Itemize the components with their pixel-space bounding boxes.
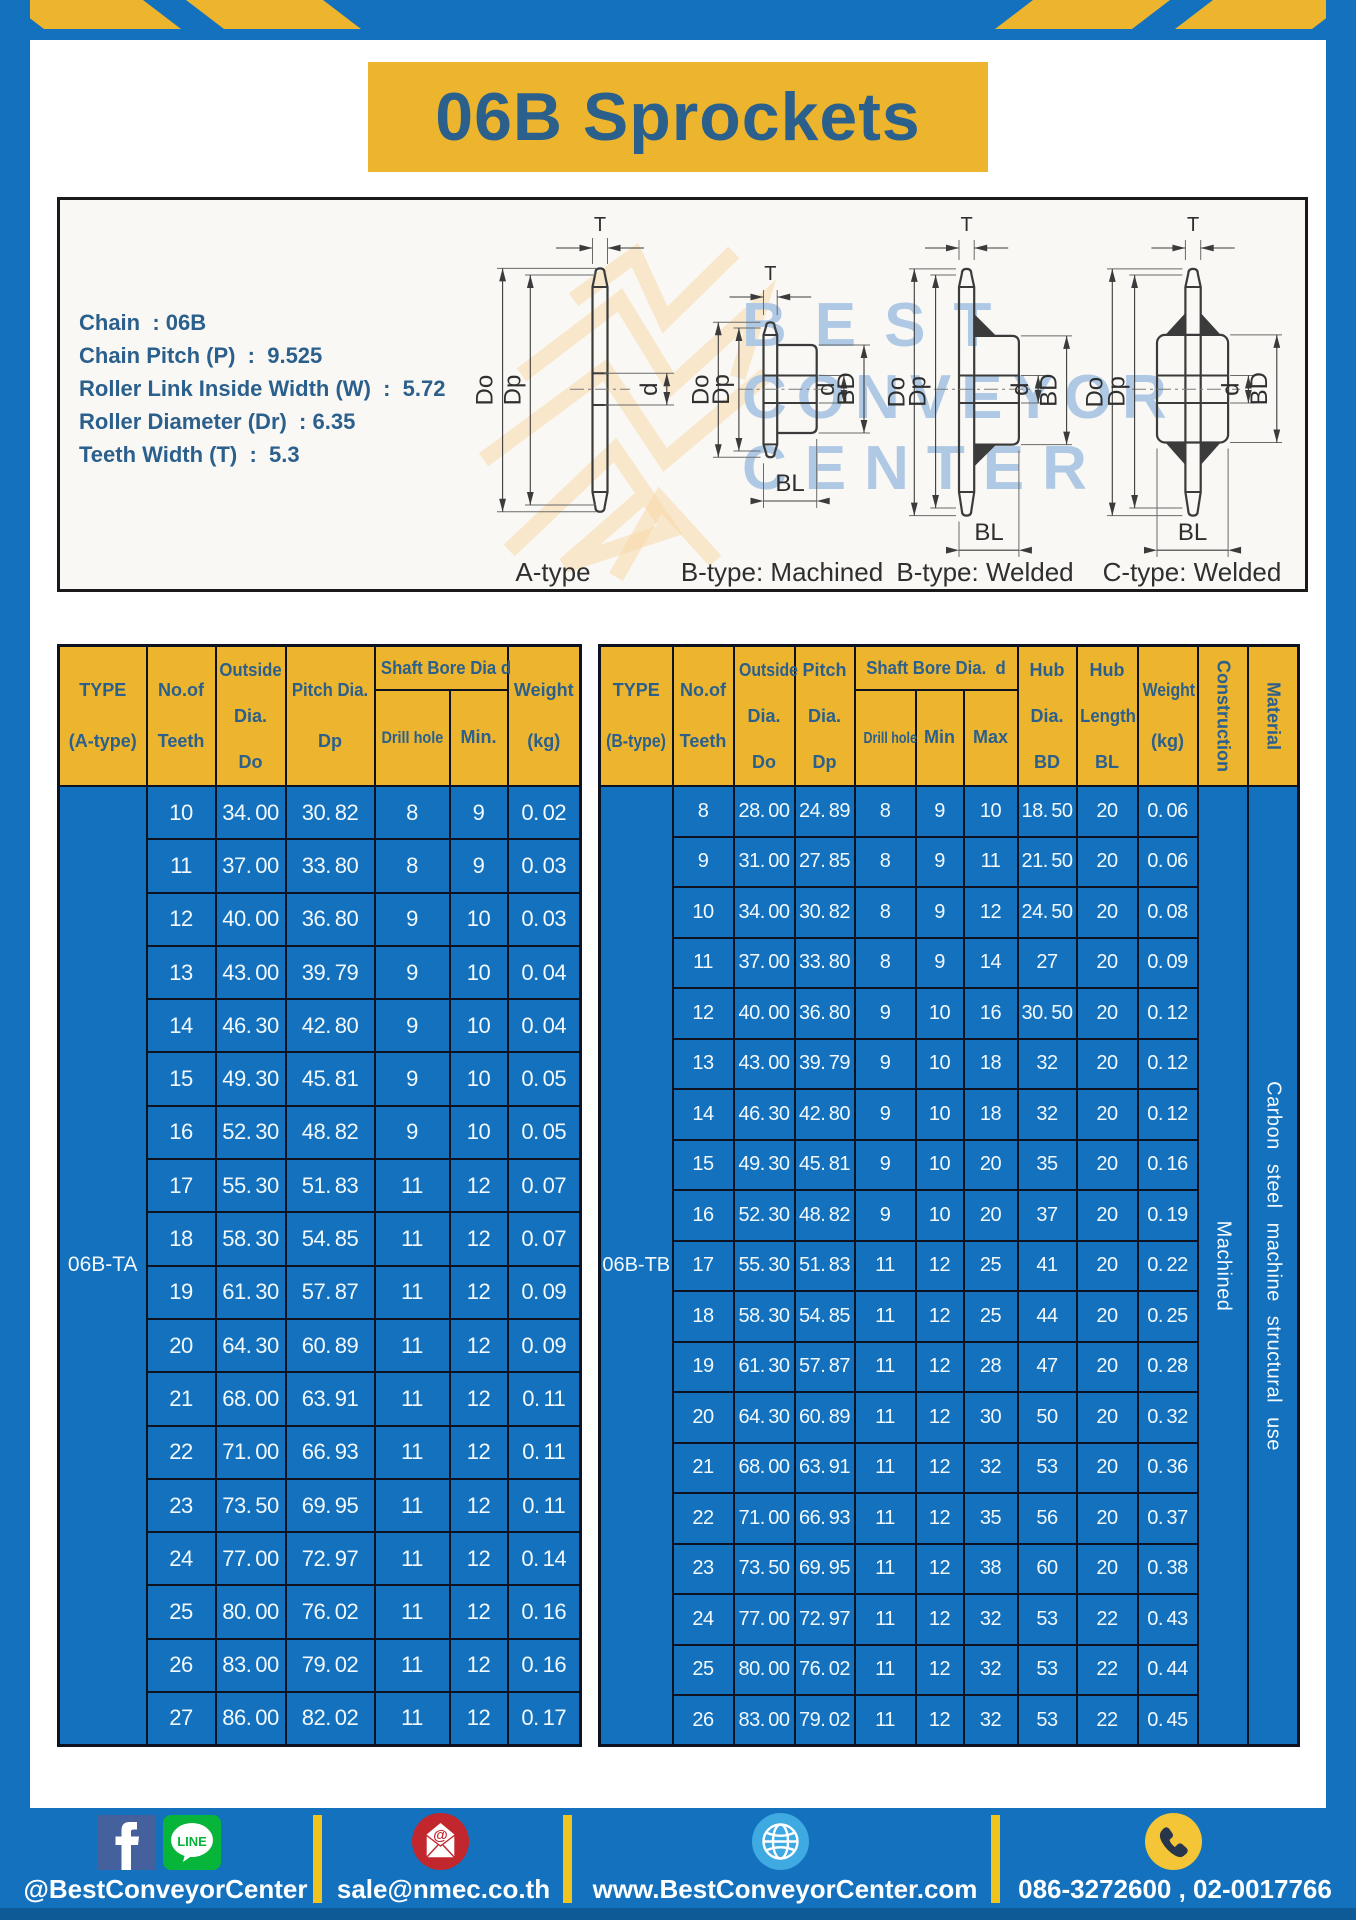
svg-text:BEST: BEST xyxy=(742,291,1019,360)
svg-text:T: T xyxy=(960,214,972,236)
svg-text:Do: Do xyxy=(687,374,714,405)
svg-text:T: T xyxy=(594,214,606,236)
svg-text:Dp: Dp xyxy=(499,375,526,406)
svg-text:LINE: LINE xyxy=(177,1834,207,1849)
svg-text:d: d xyxy=(1217,383,1244,396)
svg-text:Do: Do xyxy=(472,375,499,406)
svg-text:BL: BL xyxy=(775,470,804,497)
svg-text:T: T xyxy=(764,263,776,285)
svg-text:d: d xyxy=(813,383,840,396)
svg-text:BD: BD xyxy=(833,372,860,405)
svg-text:A-type: A-type xyxy=(515,557,590,587)
svg-text:d: d xyxy=(1007,383,1034,396)
svg-text:Dp: Dp xyxy=(905,376,932,407)
svg-text:B-type: Welded: B-type: Welded xyxy=(896,557,1073,587)
svg-text:Dp: Dp xyxy=(1104,376,1131,407)
svg-text:BD: BD xyxy=(1036,374,1063,407)
svg-text:Dp: Dp xyxy=(708,374,735,405)
svg-text:T: T xyxy=(1187,214,1199,236)
svg-text:d: d xyxy=(636,383,663,396)
svg-text:@: @ xyxy=(433,1827,448,1844)
svg-text:B-type: Machined: B-type: Machined xyxy=(681,557,883,587)
svg-text:Do: Do xyxy=(883,377,910,408)
svg-text:BL: BL xyxy=(974,519,1003,546)
svg-text:C-type: Welded: C-type: Welded xyxy=(1103,557,1282,587)
svg-text:BD: BD xyxy=(1246,372,1273,405)
svg-text:Do: Do xyxy=(1081,377,1108,408)
svg-text:BL: BL xyxy=(1178,519,1207,546)
